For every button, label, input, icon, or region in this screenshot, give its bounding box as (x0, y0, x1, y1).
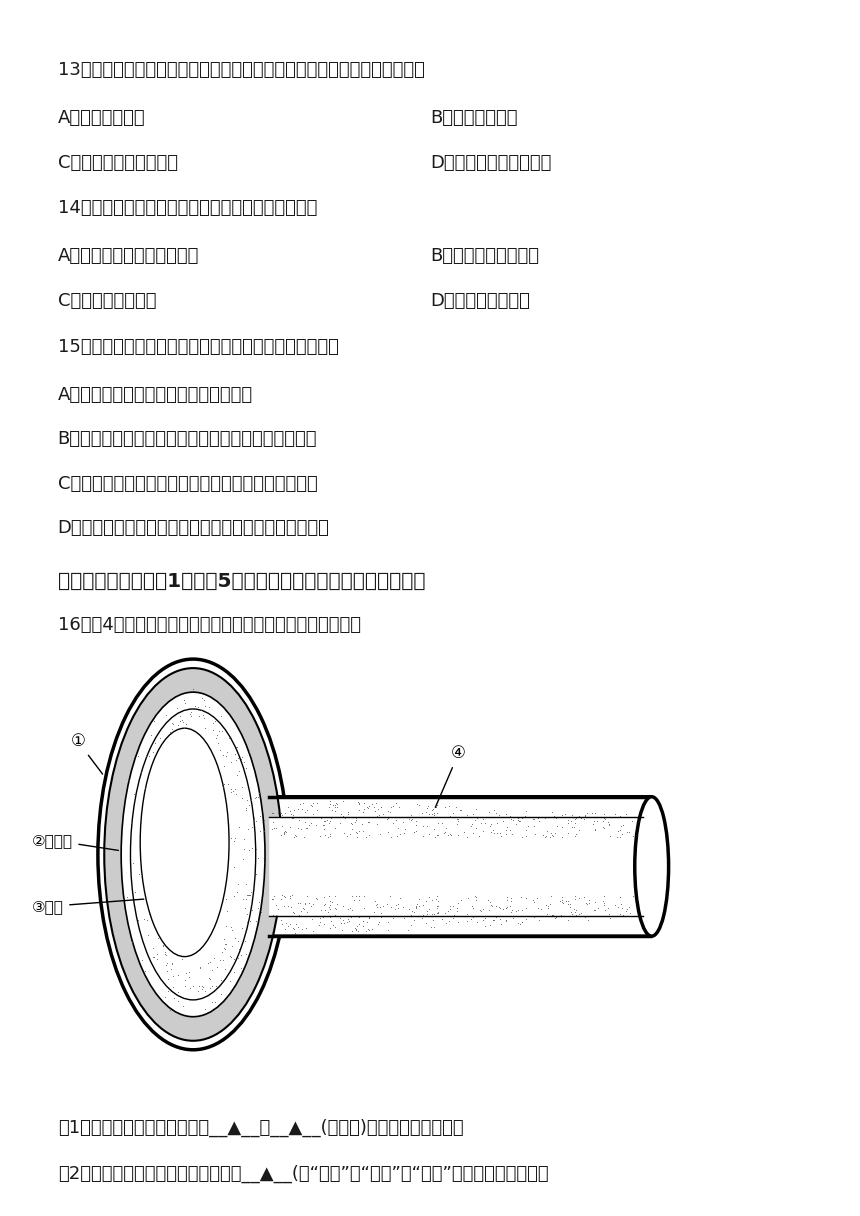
Text: A．冠心病、癌症: A．冠心病、癌症 (58, 109, 145, 128)
Text: 13、下列哪组疾病可以通过良好的生活习惯有效地降低发生的风险（　　）: 13、下列哪组疾病可以通过良好的生活习惯有效地降低发生的风险（ ） (58, 61, 425, 79)
Text: ④: ④ (435, 744, 466, 807)
Text: C．溢菌酶杀死细菌: C．溢菌酶杀死细菌 (58, 292, 157, 310)
Text: （2）一般情况下，根毛细胞液的浓度__▲__(填“大于”、“等于”或“小于”）土壤溶液的浓度，: （2）一般情况下，根毛细胞液的浓度__▲__(填“大于”、“等于”或“小于”）土… (58, 1165, 549, 1183)
Text: C．建立自然保护区是保护生物多样性最为有效的措施: C．建立自然保护区是保护生物多样性最为有效的措施 (58, 474, 317, 492)
Text: A．消化液将食物中细菌杀死: A．消化液将食物中细菌杀死 (58, 247, 199, 265)
Polygon shape (269, 817, 660, 916)
Text: A．保护生物多样性就是保护遗传多样性: A．保护生物多样性就是保护遗传多样性 (58, 385, 253, 404)
Text: 15、下列有关保护生物多样性的观点，正确的是（　　）: 15、下列有关保护生物多样性的观点，正确的是（ ） (58, 338, 339, 355)
Text: B．保护生物多样性就是禁止开发和利用一切生物资源: B．保护生物多样性就是禁止开发和利用一切生物资源 (58, 430, 317, 447)
Text: 二、综合题：（每剸1分，共5分；将正确答案填写在答题卡上。）: 二、综合题：（每剸1分，共5分；将正确答案填写在答题卡上。） (58, 572, 425, 591)
Text: B．近视眼、色盲: B．近视眼、色盲 (430, 109, 518, 128)
Text: D．糖尿病、先天性聋哑: D．糖尿病、先天性聋哑 (430, 153, 551, 171)
Text: D．引入世界各地不同的生物，可以增加我国生物多样性: D．引入世界各地不同的生物，可以增加我国生物多样性 (58, 519, 329, 537)
Text: 16、（4分）下图为植物根毛细胞的结构模式图。据图回答：: 16、（4分）下图为植物根毛细胞的结构模式图。据图回答： (58, 617, 360, 635)
Ellipse shape (121, 692, 265, 1017)
Text: C．心血管疾病、白化病: C．心血管疾病、白化病 (58, 153, 178, 171)
Text: D．白细胞吞噬病菌: D．白细胞吞噬病菌 (430, 292, 530, 310)
Text: （1）与动物细胞相比，图中的__▲__和__▲__(填序号)是该细胞所特有的。: （1）与动物细胞相比，图中的__▲__和__▲__(填序号)是该细胞所特有的。 (58, 1119, 464, 1137)
Text: ③液泡: ③液泡 (33, 899, 144, 914)
Ellipse shape (104, 668, 282, 1041)
Polygon shape (269, 796, 666, 936)
Ellipse shape (98, 659, 288, 1049)
Ellipse shape (635, 796, 668, 936)
Ellipse shape (140, 728, 229, 957)
Text: B．抗体抗抗天花病毒: B．抗体抗抗天花病毒 (430, 247, 539, 265)
Text: ②细胞膜: ②细胞膜 (33, 833, 119, 850)
Text: ①: ① (71, 732, 102, 775)
Text: 14、下列免疫活动中，属于特异性免疫的是（　　）: 14、下列免疫活动中，属于特异性免疫的是（ ） (58, 199, 317, 218)
